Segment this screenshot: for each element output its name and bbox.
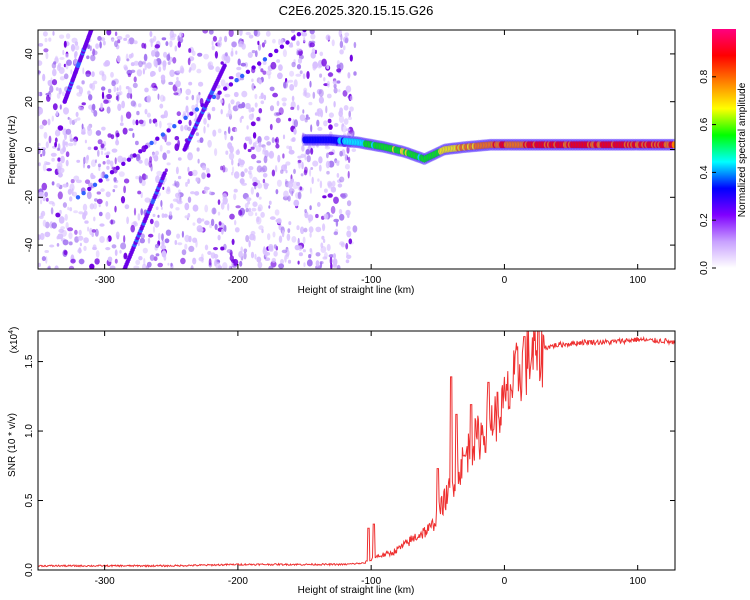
spectrogram-trace-0 [62,30,94,104]
colorbar-tick-label: 0.6 [699,117,710,131]
snr-xtick-label: 0 [502,576,508,587]
snr-xtick-label: -200 [228,576,248,587]
chart-title: C2E6.2025.320.15.15.G26 [279,3,434,18]
colorbar-label: Normalized spectral amplitude [737,82,748,217]
spectrogram-xtick-label: -100 [361,275,381,286]
spectrogram-ytick-label: -40 [24,237,35,252]
spectrogram-xtick-label: 0 [502,275,508,286]
colorbar: 0.0 0.2 0.4 0.6 0.8 Normalized spectral ampl… [699,29,748,275]
snr-ytick-label: 0.0 [24,563,35,577]
spectrogram-xtick-label: 100 [629,275,646,286]
spectrogram-ytick-label: 0 [24,146,35,152]
snr-xtick-label: 100 [629,576,646,587]
colorbar-ticks: 0.0 0.2 0.4 0.6 0.8 [699,69,716,275]
spectrogram-signal-band [301,133,675,166]
colorbar-tick-label: 0.4 [699,165,710,179]
snr-plot-area [38,331,675,570]
snr-axes: -300 -200 -100 0 100 0.0 0.5 1.0 1.5 [24,331,675,587]
colorbar-gradient [712,29,736,268]
spectrogram-xtick-label: -300 [95,275,115,286]
snr-scale-label: (x104) [8,327,20,354]
spectrogram-ytick-label: 40 [24,48,35,60]
snr-ytick-label: 1.5 [24,354,35,368]
colorbar-tick-label: 0.0 [699,261,710,275]
spectrogram-ytick-label: -20 [24,190,35,205]
spectrogram-xlabel: Height of straight line (km) [298,285,415,296]
snr-ylabel: SNR (10 * v/v) [7,413,18,477]
snr-xtick-label: -100 [361,576,381,587]
spectrogram-marks [38,30,675,269]
spectrogram-trace-1 [75,30,307,200]
spectrogram-ytick-label: 20 [24,96,35,108]
colorbar-tick-label: 0.8 [699,69,710,83]
spectrogram-ylabel: Frequency (Hz) [7,116,18,185]
snr-frame [37,330,676,571]
spectrogram-xtick-label: -200 [228,275,248,286]
snr-ytick-label: 0.5 [24,493,35,507]
spectrogram-trace-3 [182,63,227,152]
snr-ytick-label: 1.0 [24,424,35,438]
snr-panel: -300 -200 -100 0 100 0.0 0.5 1.0 1.5 Height of s… [7,327,676,596]
snr-series-line [38,331,675,568]
snr-xlabel: Height of straight line (km) [298,585,415,596]
colorbar-tick-label: 0.2 [699,213,710,227]
spectrogram-trace-2 [122,171,167,269]
snr-xtick-label: -300 [95,576,115,587]
